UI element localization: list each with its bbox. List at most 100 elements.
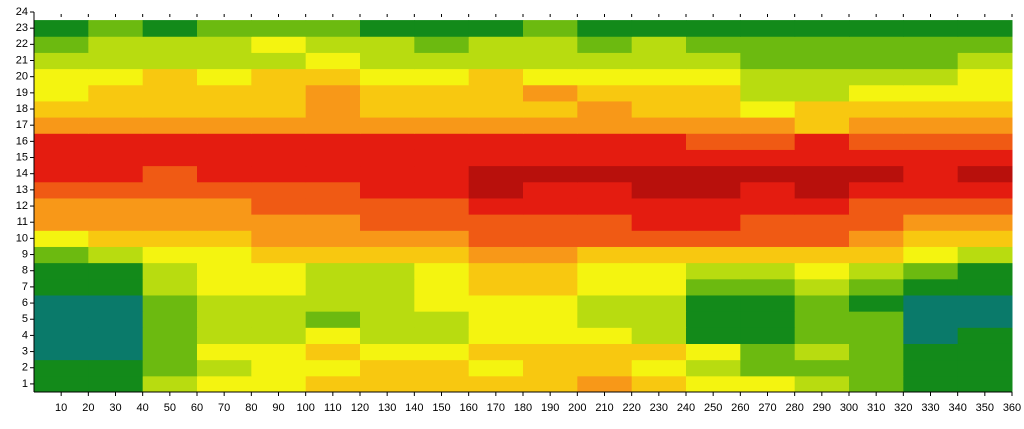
heatmap-cell [957, 197, 1013, 215]
heatmap-cell [577, 100, 633, 118]
heatmap-cell [251, 311, 307, 328]
y-tick-label: 8 [22, 265, 28, 277]
heatmap-cell [360, 311, 415, 328]
heatmap-cell [468, 294, 524, 312]
x-tick-label: 200 [568, 402, 586, 414]
heatmap-cell [957, 133, 1013, 150]
heatmap-cell [142, 359, 198, 377]
heatmap-cell [957, 262, 1013, 280]
heatmap-cell [577, 149, 633, 167]
heatmap-cell [360, 230, 415, 247]
heatmap-cell [88, 294, 144, 312]
heatmap-cell [794, 181, 850, 199]
heatmap-cell [794, 100, 850, 118]
heatmap-cell [468, 214, 524, 231]
x-tick-label: 230 [650, 402, 668, 414]
heatmap-cell [468, 84, 524, 102]
heatmap-cell [523, 181, 578, 199]
heatmap-cell [849, 20, 904, 37]
heatmap-cell [305, 262, 361, 280]
y-tick-label: 7 [22, 281, 28, 293]
heatmap-cell [631, 149, 687, 167]
heatmap-cell [34, 375, 89, 393]
heatmap-cell [251, 246, 307, 264]
heatmap-cell [197, 359, 252, 377]
heatmap-cell [523, 294, 578, 312]
heatmap-cell [305, 181, 361, 199]
heatmap-cell [631, 327, 687, 344]
x-tick-label: 190 [541, 402, 559, 414]
heatmap-cell [414, 230, 470, 247]
heatmap-cell [577, 294, 633, 312]
heatmap-cell [251, 294, 307, 312]
heatmap-cell [523, 165, 578, 183]
y-tick-label: 14 [16, 168, 28, 180]
heatmap-cell [360, 165, 415, 183]
heatmap-cell [34, 343, 89, 361]
heatmap-cell [305, 294, 361, 312]
heatmap-cell [631, 262, 687, 280]
heatmap-cell [740, 68, 796, 86]
heatmap-cell [142, 149, 198, 167]
heatmap-cell [468, 100, 524, 118]
heatmap-cell [142, 262, 198, 280]
heatmap-cell [414, 36, 470, 53]
heatmap-cell [957, 165, 1013, 183]
heatmap-cell [360, 36, 415, 53]
heatmap-cell [360, 359, 415, 377]
heatmap-cell [360, 327, 415, 344]
heatmap-cell [740, 181, 796, 199]
heatmap-cell [414, 359, 470, 377]
heatmap-cell [849, 149, 904, 167]
heatmap-cell [631, 375, 687, 393]
heatmap-cell [251, 165, 307, 183]
heatmap-cell [251, 197, 307, 215]
heatmap-cell [305, 52, 361, 70]
heatmap-cell [251, 36, 307, 53]
heatmap-cell [849, 246, 904, 264]
heatmap-cell [686, 117, 741, 134]
heatmap-cell [577, 246, 633, 264]
heatmap-cell [197, 327, 252, 344]
heatmap-cell [34, 133, 89, 150]
heatmap-cell [686, 165, 741, 183]
heatmap-cell [305, 375, 361, 393]
heatmap-cell [414, 133, 470, 150]
heatmap-cell [197, 84, 252, 102]
heatmap-cell [468, 36, 524, 53]
heatmap-cell [360, 294, 415, 312]
heatmap-cell [468, 181, 524, 199]
heatmap-cell [740, 343, 796, 361]
heatmap-cell [740, 84, 796, 102]
heatmap-cell [305, 278, 361, 296]
heatmap-cell [523, 311, 578, 328]
heatmap-cell [631, 20, 687, 37]
heatmap-cell [523, 327, 578, 344]
heatmap-cell [414, 327, 470, 344]
heatmap-cell [360, 214, 415, 231]
heatmap-cell [577, 230, 633, 247]
heatmap-cell [849, 375, 904, 393]
heatmap-cell [360, 197, 415, 215]
heatmap-cell [88, 117, 144, 134]
heatmap-cell [34, 246, 89, 264]
heatmap-cell [903, 52, 959, 70]
heatmap-cell [631, 84, 687, 102]
heatmap-cell [686, 327, 741, 344]
heatmap-cell [468, 327, 524, 344]
heatmap-cell [360, 181, 415, 199]
heatmap-cell [740, 133, 796, 150]
x-tick-label: 270 [758, 402, 776, 414]
heatmap-cell [957, 117, 1013, 134]
heatmap-cell [577, 36, 633, 53]
heatmap-cell [414, 343, 470, 361]
heatmap-cell [88, 262, 144, 280]
heatmap-cell [88, 197, 144, 215]
heatmap-cell [197, 68, 252, 86]
heatmap-cell [305, 327, 361, 344]
heatmap-cell [468, 52, 524, 70]
heatmap-cell [468, 133, 524, 150]
heatmap-cell [305, 100, 361, 118]
x-tick-label: 350 [976, 402, 994, 414]
heatmap-cell [88, 165, 144, 183]
